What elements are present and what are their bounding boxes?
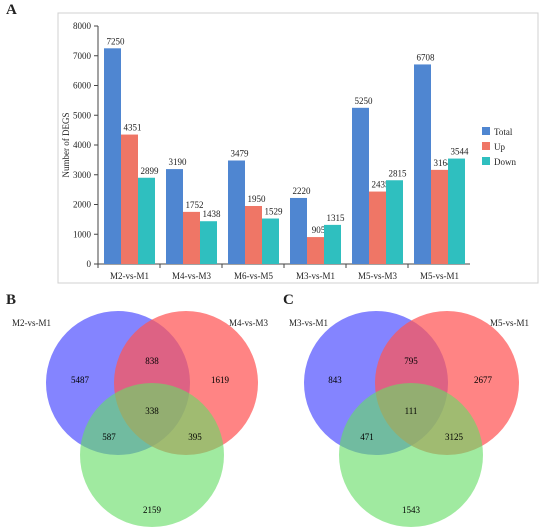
venn-diagram-c: M3-vs-M1 M5-vs-M1 843 2677 1543 795 471 … [289,311,529,527]
venn-b-circle-set3 [80,383,224,527]
bar-value-label: 3164 [434,158,453,168]
legend-swatch-total [482,127,490,135]
bar-value-label: 5250 [355,96,374,106]
panel-label-b: B [6,292,17,308]
bar-up [121,134,138,264]
legend-label-up: Up [494,142,505,152]
bar-up [369,191,386,264]
bar-value-label: 3544 [451,147,470,157]
venn-c-1-3: 471 [360,432,374,442]
y-tick-label: 2000 [73,200,92,210]
y-tick-label: 7000 [73,51,92,61]
bar-down [324,224,341,264]
y-tick-label: 3000 [73,170,92,180]
bar-value-label: 3479 [231,148,250,158]
bar-up [431,169,448,264]
bar-down [200,221,217,264]
bar-down [262,218,279,264]
bar-down [138,177,155,264]
y-axis-title: Number of DEGS [61,113,71,178]
bar-total [414,64,431,264]
venn-b-1-2: 838 [145,356,159,366]
bar-chart: Number of DEGS 0 1000 2000 3000 4000 5000 6000… [57,12,539,284]
venn-c-1-2: 795 [404,356,418,366]
x-tick-label: M2-vs-M1 [110,271,149,281]
y-tick-label: 8000 [73,21,92,31]
bar-value-label: 2899 [141,166,160,176]
bar-up [307,237,324,264]
venn-c-1-2-3: 111 [405,406,418,416]
venn-b-1-3: 587 [102,432,116,442]
bar-up [245,205,262,264]
legend-swatch-down [482,157,490,165]
y-tick-label: 5000 [73,110,92,120]
bar-total [352,107,369,264]
bar-value-label: 1529 [265,207,284,217]
x-tick-label: M6-vs-M5 [234,271,274,281]
bar-up [183,211,200,264]
venn-c-only3: 1543 [402,505,421,515]
bar-value-label: 7250 [107,36,126,46]
bar-down [448,158,465,264]
bar-total [104,48,121,264]
x-tick-label: M5-vs-M3 [358,271,398,281]
bar-total [228,160,245,264]
bar-value-label: 1950 [248,194,267,204]
x-tick-label: M5-vs-M1 [420,271,459,281]
y-tick-label: 1000 [73,229,92,239]
venn-b-only1: 5487 [71,375,90,385]
y-tick-label: 0 [87,259,92,269]
venn-b-only2: 1619 [211,375,230,385]
venn-b-2-3: 395 [188,432,202,442]
y-tick-label: 6000 [73,81,92,91]
venn-c-2-3: 3125 [445,432,464,442]
bar-value-label: 2815 [389,168,408,178]
venn-c-set1-label: M3-vs-M1 [289,318,328,328]
venn-b-set1-label: M2-vs-M1 [12,318,51,328]
bar-value-label: 1752 [186,200,204,210]
x-tick-label: M4-vs-M3 [172,271,212,281]
venn-c-circle-set3 [339,383,483,527]
bar-value-label: 905 [312,225,326,235]
panel-label-c: C [283,292,294,308]
x-tick-label: M3-vs-M1 [296,271,335,281]
venn-diagram-b: M2-vs-M1 M4-vs-M3 5487 1619 2159 838 587… [12,311,269,527]
bar-down [386,180,403,264]
venn-c-only2: 2677 [474,375,493,385]
venn-b-set2-label: M4-vs-M3 [229,318,269,328]
venn-b-only3: 2159 [143,505,162,515]
venn-b-1-2-3: 338 [145,406,159,416]
bar-value-label: 1315 [327,213,346,223]
bar-total [290,197,307,264]
venn-c-only1: 843 [328,375,342,385]
bar-value-label: 1438 [203,209,222,219]
bar-value-label: 4351 [124,123,142,133]
y-tick-label: 4000 [73,140,92,150]
bar-value-label: 2435 [372,180,391,190]
legend-label-down: Down [494,157,516,167]
legend-label-total: Total [494,127,513,137]
venn-c-set2-label: M5-vs-M1 [490,318,529,328]
legend-swatch-up [482,142,490,150]
bar-value-label: 3190 [169,157,188,167]
bar-value-label: 6708 [417,52,436,62]
bar-total [166,169,183,264]
bar-value-label: 2220 [293,186,312,196]
panel-label-a: A [6,2,17,18]
chart-frame [57,12,539,284]
